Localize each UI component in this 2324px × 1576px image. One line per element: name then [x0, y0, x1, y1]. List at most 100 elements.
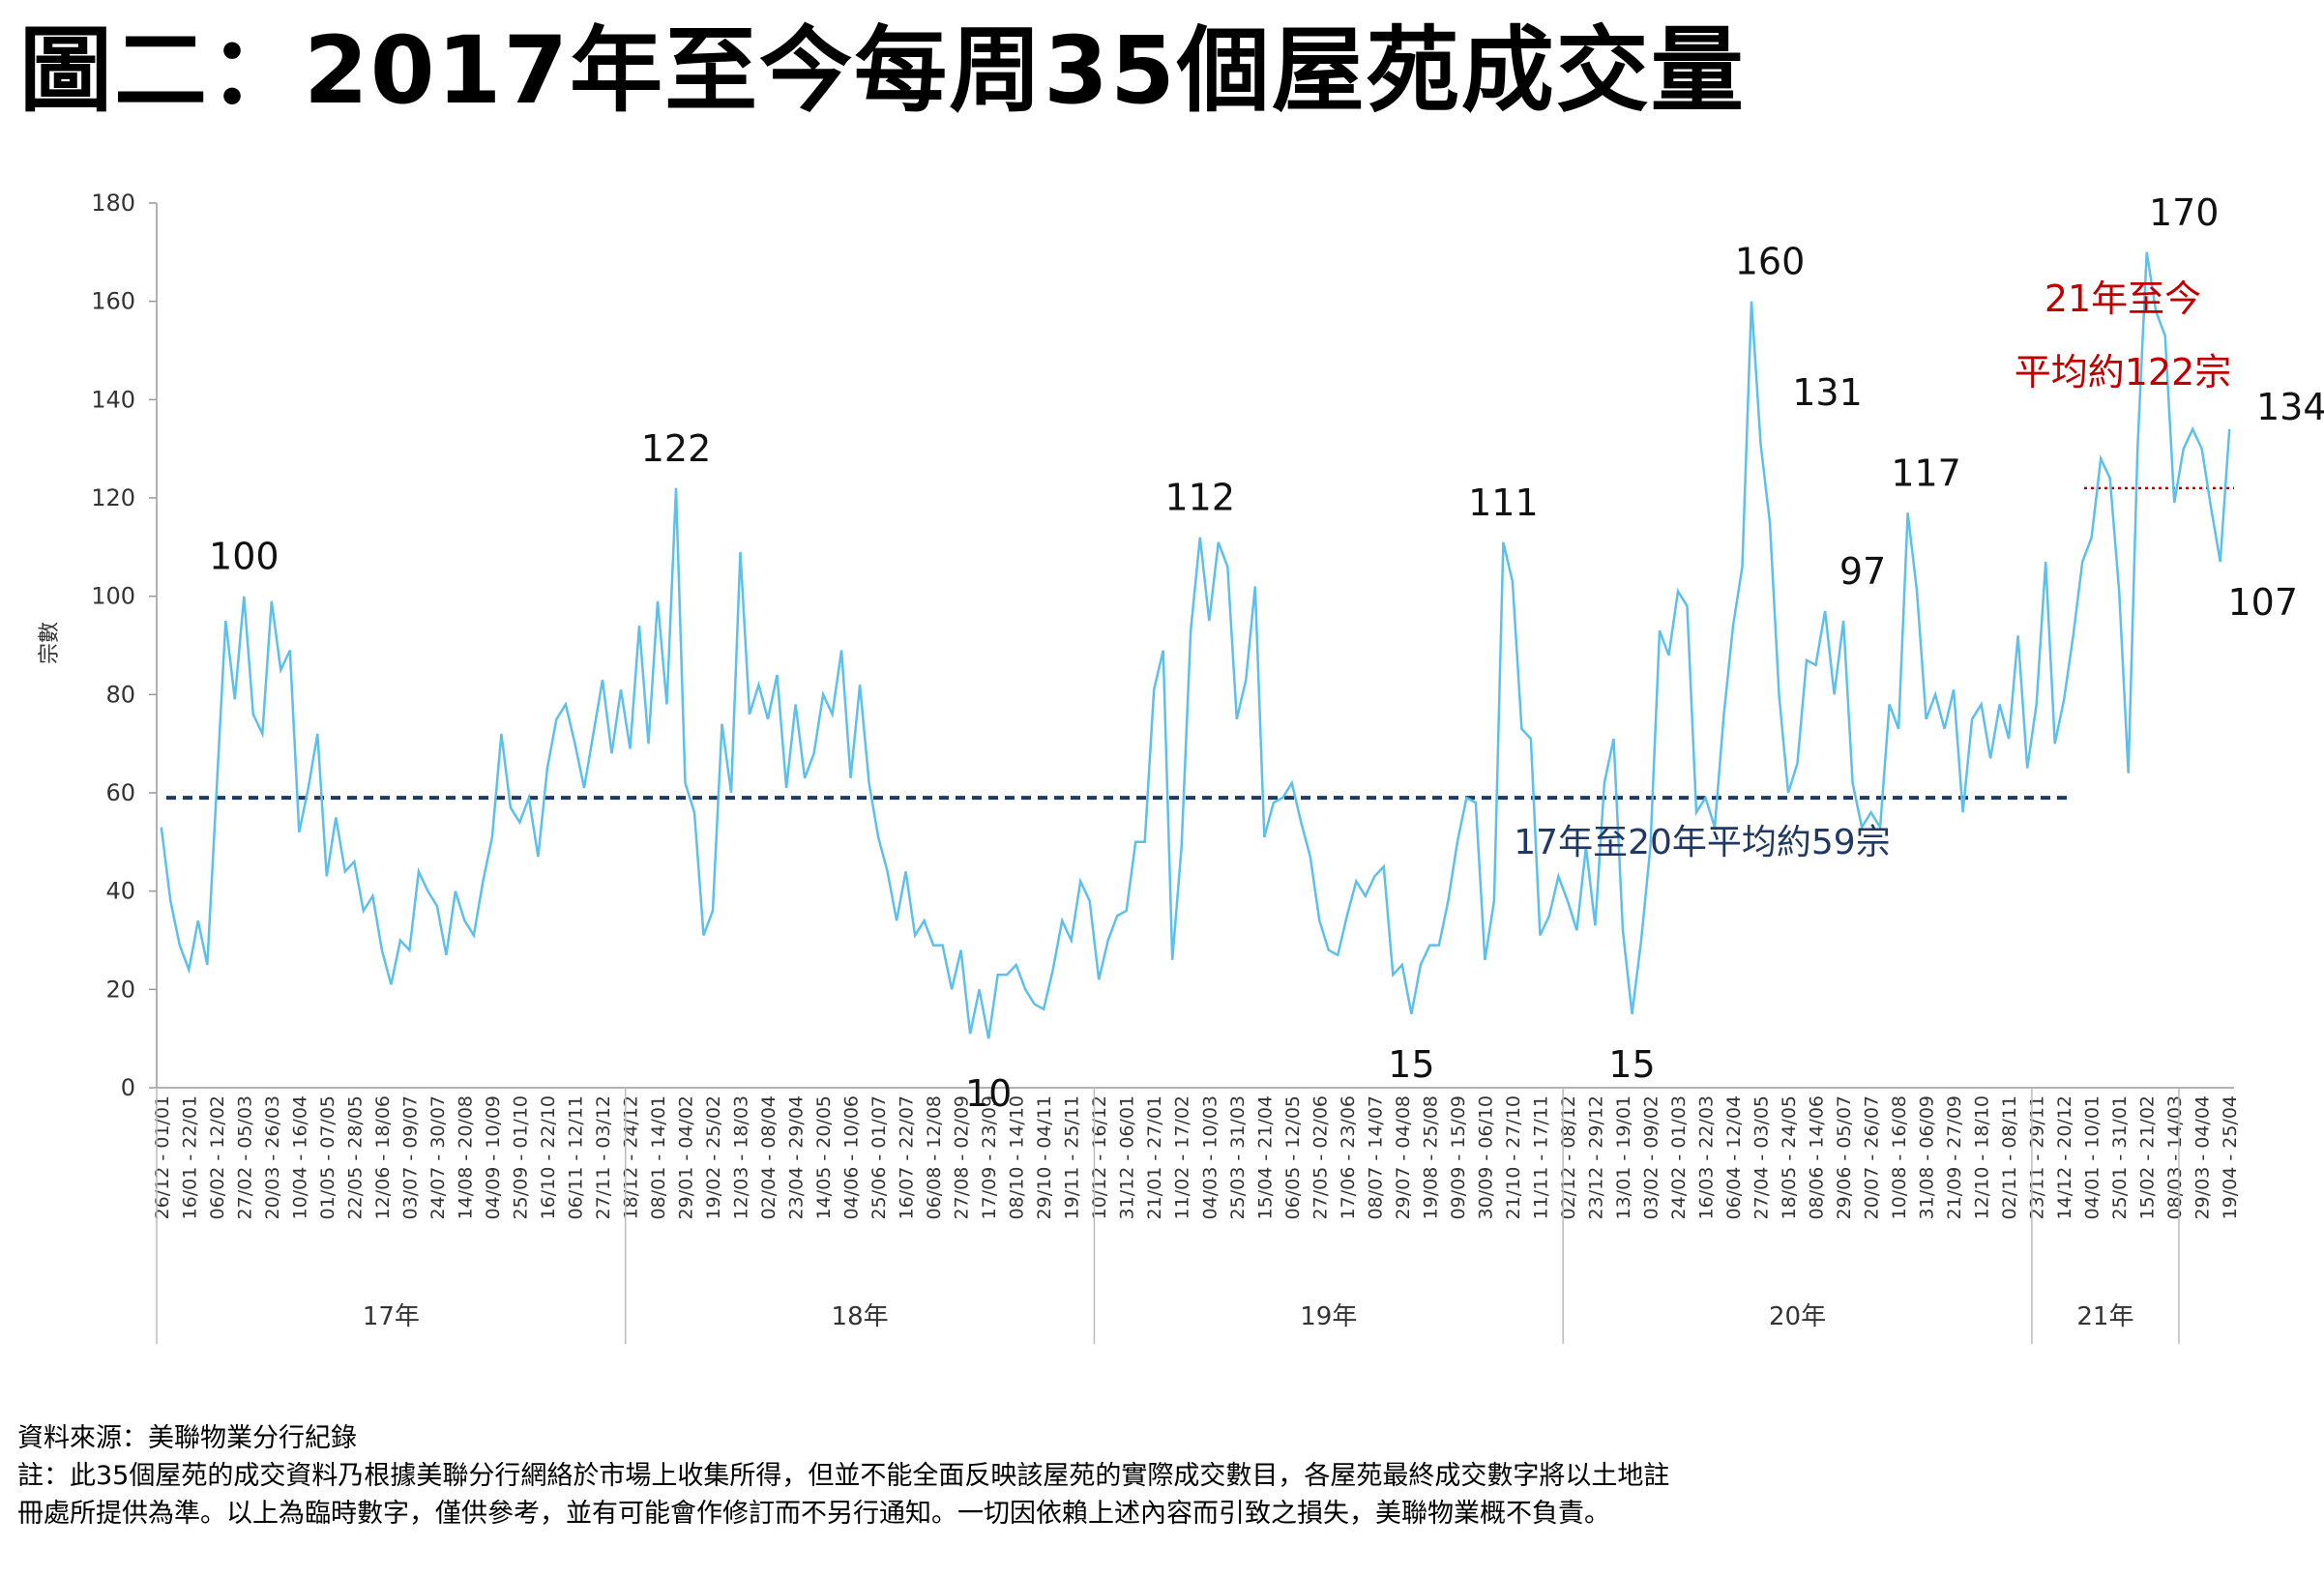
x-tick-label: 12/03 - 18/03 [731, 1095, 752, 1219]
annotation-label: 10 [965, 1072, 1012, 1115]
x-tick-label: 31/12 - 06/01 [1117, 1095, 1138, 1219]
x-tick-label: 31/08 - 06/09 [1917, 1095, 1938, 1219]
x-tick-label: 23/11 - 29/11 [2027, 1095, 2048, 1219]
x-tick-label: 20/07 - 26/07 [1862, 1095, 1883, 1219]
x-tick-label: 03/07 - 09/07 [399, 1095, 421, 1219]
x-tick-label: 23/12 - 29/12 [1585, 1095, 1606, 1219]
y-axis-label: 宗數 [38, 622, 62, 664]
x-tick-label: 29/03 - 04/04 [2192, 1095, 2214, 1219]
x-axis-tick-labels: 26/12 - 01/01 16/01 - 22/01 06/02 - 12/02 2… [152, 1095, 2241, 1219]
annotation-label: 107 [2227, 581, 2298, 624]
x-tick-label: 02/12 - 08/12 [1558, 1095, 1579, 1219]
x-tick-label: 01/05 - 07/05 [317, 1095, 338, 1219]
x-tick-label: 29/06 - 05/07 [1834, 1095, 1855, 1219]
annotation-label: 117 [1891, 452, 1961, 494]
x-tick-label: 13/01 - 19/01 [1613, 1095, 1634, 1219]
y-tick-label: 60 [105, 779, 135, 806]
y-tick-label: 100 [91, 583, 135, 610]
x-tick-label: 29/07 - 04/08 [1393, 1095, 1414, 1219]
x-tick-label: 21/10 - 27/10 [1503, 1095, 1524, 1219]
x-tick-label: 16/01 - 22/01 [179, 1095, 200, 1219]
x-tick-label: 17/09 - 23/09 [979, 1095, 1000, 1219]
x-tick-label: 27/04 - 03/05 [1751, 1095, 1773, 1219]
x-tick-label: 03/02 - 09/02 [1641, 1095, 1662, 1219]
x-tick-label: 06/05 - 12/05 [1282, 1095, 1304, 1219]
x-tick-label: 29/10 - 04/11 [1034, 1095, 1055, 1219]
x-tick-label: 27/05 - 02/06 [1309, 1095, 1331, 1219]
x-tick-label: 08/03 - 14/03 [2164, 1095, 2186, 1219]
x-tick-label: 11/02 - 17/02 [1172, 1095, 1193, 1219]
disclaimer-line-1: 註：此35個屋苑的成交資料乃根據美聯分行網絡於市場上收集所得，但並不能全面反映該… [17, 1461, 1670, 1491]
y-tick-label: 40 [105, 878, 135, 905]
x-tick-label: 08/07 - 14/07 [1365, 1095, 1386, 1219]
footnotes: 資料來源：美聯物業分行紀錄 註：此35個屋苑的成交資料乃根據美聯分行網絡於市場上… [17, 1419, 2300, 1532]
x-tick-label: 24/02 - 01/03 [1668, 1095, 1690, 1219]
annotation-label: 131 [1792, 371, 1863, 414]
x-tick-label: 18/12 - 24/12 [621, 1095, 642, 1219]
avg-label-21-line2: 平均約122宗 [2015, 351, 2232, 394]
x-tick-label: 14/05 - 20/05 [813, 1095, 835, 1219]
x-tick-label: 15/04 - 21/04 [1254, 1095, 1276, 1219]
y-tick-label: 180 [91, 190, 135, 217]
x-tick-label: 14/08 - 20/08 [455, 1095, 476, 1219]
x-tick-label: 19/04 - 25/04 [2220, 1095, 2241, 1219]
page-title: 圖二：2017年至今每周35個屋苑成交量 [19, 16, 1746, 125]
year-group-labels: 17年 18年 19年 20年 21年 [156, 1088, 2180, 1344]
x-tick-label: 24/07 - 30/07 [427, 1095, 449, 1219]
avg-label-17-20: 17年至20年平均約59宗 [1514, 823, 1890, 862]
x-tick-label: 20/03 - 26/03 [262, 1095, 283, 1219]
x-tick-label: 25/01 - 31/01 [2109, 1095, 2131, 1219]
x-tick-label: 26/12 - 01/01 [152, 1095, 173, 1219]
annotation-label: 100 [209, 536, 279, 578]
disclaimer-line-2: 冊處所提供為準。以上為臨時數字，僅供參考，並有可能會作修訂而不另行通知。一切因依… [17, 1499, 1610, 1529]
x-tick-label: 23/04 - 29/04 [786, 1095, 808, 1219]
x-tick-label: 16/10 - 22/10 [538, 1095, 559, 1219]
x-tick-label: 19/08 - 25/08 [1420, 1095, 1441, 1219]
year-label: 21年 [2076, 1302, 2133, 1331]
x-tick-label: 04/06 - 10/06 [841, 1095, 863, 1219]
x-tick-label: 16/03 - 22/03 [1696, 1095, 1718, 1219]
x-tick-label: 09/09 - 15/09 [1448, 1095, 1469, 1219]
x-tick-label: 06/02 - 12/02 [207, 1095, 228, 1219]
axes [156, 203, 2234, 1089]
x-tick-label: 16/07 - 22/07 [897, 1095, 918, 1219]
y-tick-label: 120 [91, 484, 135, 511]
year-label: 17年 [363, 1302, 420, 1331]
y-axis-ticks: 0 20 40 60 80 100 120 140 160 180 [91, 190, 157, 1101]
y-tick-label: 0 [121, 1074, 135, 1101]
annotation-label: 111 [1468, 482, 1539, 524]
x-tick-label: 27/02 - 05/03 [234, 1095, 255, 1219]
x-tick-label: 04/01 - 10/01 [2082, 1095, 2103, 1219]
x-tick-label: 30/09 - 06/10 [1475, 1095, 1496, 1219]
annotation-label: 15 [1608, 1043, 1655, 1086]
series-line-weekly-volume [160, 251, 2231, 1039]
x-tick-label: 08/06 - 14/06 [1807, 1095, 1828, 1219]
x-tick-label: 02/04 - 08/04 [758, 1095, 780, 1219]
annotation-label: 134 [2256, 386, 2324, 428]
line-chart: 0 20 40 60 80 100 120 140 160 180 宗數 26/12 - 01/0… [38, 190, 2324, 1344]
annotation-label: 97 [1839, 550, 1886, 593]
x-tick-label: 12/10 - 18/10 [1972, 1095, 1993, 1219]
x-tick-label: 08/01 - 14/01 [648, 1095, 669, 1219]
x-tick-label: 10/08 - 16/08 [1889, 1095, 1910, 1219]
x-tick-label: 19/11 - 25/11 [1062, 1095, 1083, 1219]
year-label: 19年 [1300, 1302, 1357, 1331]
x-tick-label: 25/09 - 01/10 [510, 1095, 531, 1219]
x-tick-label: 12/06 - 18/06 [372, 1095, 394, 1219]
source-note: 資料來源：美聯物業分行紀錄 [17, 1423, 357, 1453]
x-tick-label: 18/05 - 24/05 [1779, 1095, 1800, 1219]
x-tick-label: 06/08 - 12/08 [924, 1095, 945, 1219]
x-tick-label: 02/11 - 08/11 [1999, 1095, 2020, 1219]
x-tick-label: 06/04 - 12/04 [1723, 1095, 1745, 1219]
annotation-label: 112 [1164, 477, 1235, 519]
x-tick-label: 10/12 - 16/12 [1089, 1095, 1110, 1219]
annotation-label: 15 [1388, 1043, 1434, 1086]
y-tick-label: 140 [91, 386, 135, 413]
x-tick-label: 04/09 - 10/09 [483, 1095, 504, 1219]
y-tick-label: 160 [91, 288, 135, 315]
x-tick-label: 27/08 - 02/09 [952, 1095, 973, 1219]
x-tick-label: 08/10 - 14/10 [1007, 1095, 1028, 1219]
x-tick-label: 25/03 - 31/03 [1227, 1095, 1249, 1219]
x-tick-label: 04/03 - 10/03 [1199, 1095, 1221, 1219]
x-tick-label: 25/06 - 01/07 [868, 1095, 890, 1219]
